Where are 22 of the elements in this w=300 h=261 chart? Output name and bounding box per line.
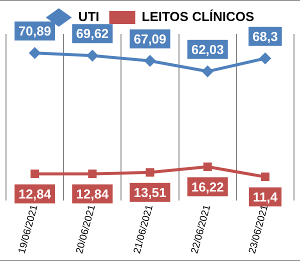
data-label: 69,62 bbox=[76, 26, 109, 42]
point bbox=[259, 52, 272, 64]
data-label: 62,03 bbox=[191, 42, 224, 57]
data-label: 16,22 bbox=[191, 179, 224, 194]
point bbox=[28, 46, 41, 59]
point bbox=[86, 50, 98, 62]
data-label: 12,84 bbox=[76, 186, 110, 202]
point bbox=[203, 162, 212, 172]
point bbox=[202, 65, 214, 78]
point bbox=[144, 54, 156, 67]
legend-label: LEITOS CLÍNICOS bbox=[142, 9, 255, 24]
data-label: 12,84 bbox=[18, 186, 52, 202]
data-label: 70,89 bbox=[18, 24, 52, 39]
point bbox=[30, 170, 40, 178]
point bbox=[260, 172, 270, 182]
data-label: 67,09 bbox=[134, 31, 166, 46]
data-label: 68,3 bbox=[252, 28, 278, 44]
data-label: 13,51 bbox=[134, 185, 166, 200]
data-label: 11,4 bbox=[252, 189, 278, 204]
point bbox=[88, 170, 97, 178]
legend-label: UTI bbox=[78, 9, 100, 24]
point bbox=[146, 168, 154, 177]
